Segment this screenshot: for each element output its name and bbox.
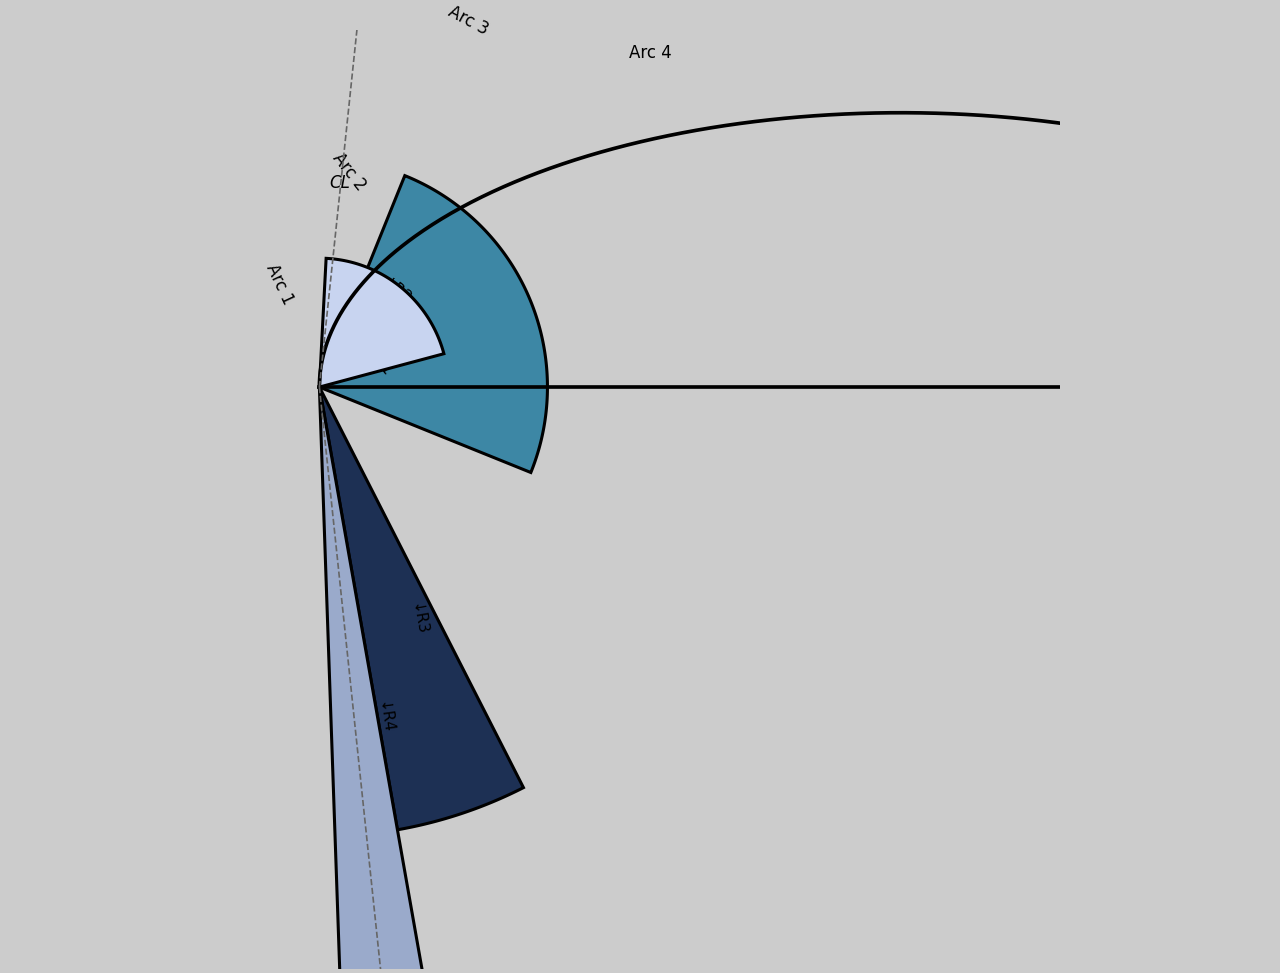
Text: Arc 1: Arc 1 <box>262 262 297 307</box>
Text: ↓R3: ↓R3 <box>408 601 429 636</box>
Polygon shape <box>320 175 548 473</box>
Text: CL: CL <box>330 174 351 193</box>
Polygon shape <box>320 387 426 973</box>
Text: ↓R2: ↓R2 <box>379 274 415 307</box>
Text: ↓R4: ↓R4 <box>375 701 394 736</box>
Text: Arc 3: Arc 3 <box>445 2 492 38</box>
Text: Arc 2: Arc 2 <box>329 150 370 195</box>
Polygon shape <box>320 387 524 830</box>
Text: ↓R1: ↓R1 <box>362 345 394 380</box>
Polygon shape <box>320 259 444 387</box>
Text: Arc 4: Arc 4 <box>628 44 671 62</box>
